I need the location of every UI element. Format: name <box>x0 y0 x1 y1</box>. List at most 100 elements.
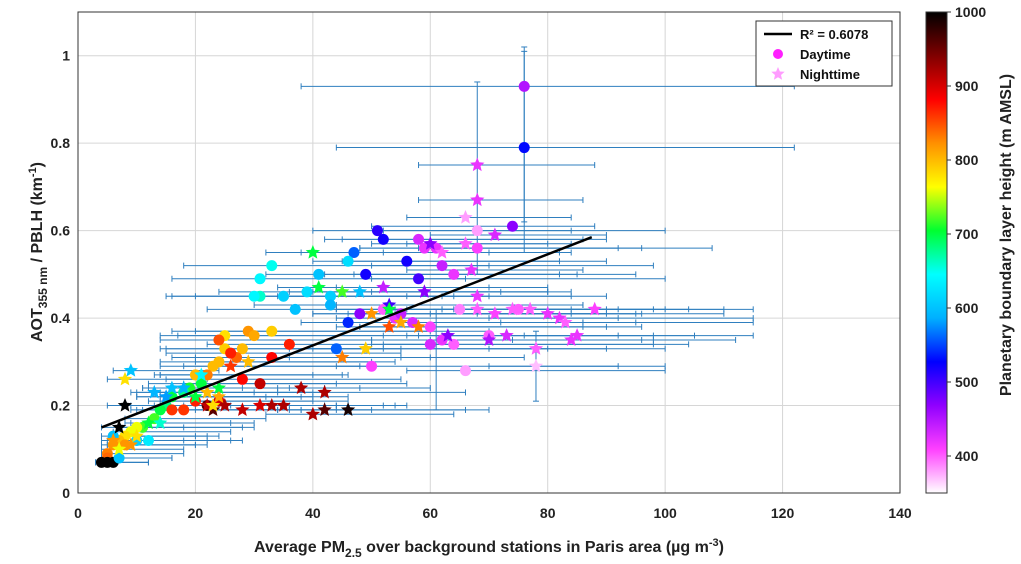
nighttime-point <box>335 284 350 298</box>
nighttime-point <box>317 402 332 416</box>
nighttime-point <box>564 332 579 346</box>
nighttime-point <box>205 402 221 416</box>
daytime-point <box>324 299 336 311</box>
nighttime-point <box>376 280 391 294</box>
nighttime-point <box>129 428 144 443</box>
y-axis-ticks: 0 0.2 0.4 0.6 0.8 1 <box>51 48 71 501</box>
nighttime-point <box>106 433 121 447</box>
nighttime-point <box>235 402 250 416</box>
colorbar-gradient <box>925 11 948 494</box>
nighttime-point <box>241 354 256 368</box>
nighttime-point <box>305 406 320 421</box>
regression-line <box>101 236 593 429</box>
nighttime-point <box>335 349 350 364</box>
nighttime-point <box>470 301 485 316</box>
nighttime-point <box>464 262 479 277</box>
daytime-point <box>354 308 366 320</box>
colorbar-tick-label: 400 <box>955 448 979 464</box>
x-tick-label: 0 <box>74 505 82 521</box>
nighttime-point <box>569 328 585 342</box>
colorbar-ticks: 400 500 600 700 800 900 1000 <box>947 4 986 464</box>
daytime-point <box>225 347 237 359</box>
plot-frame <box>77 11 901 494</box>
daytime-point <box>213 334 225 346</box>
daytime-point <box>236 373 248 385</box>
colorbar-tick-label: 700 <box>955 226 979 242</box>
nighttime-point <box>434 245 450 259</box>
daytime-point <box>342 316 354 328</box>
daytime-point <box>154 404 166 416</box>
daytime-point <box>424 338 436 350</box>
daytime-point <box>366 360 378 372</box>
nighttime-point <box>382 319 397 333</box>
daytime-point <box>518 142 530 154</box>
nighttime-point <box>411 319 426 333</box>
nighttime-point <box>417 284 432 298</box>
colorbar-tick-label: 1000 <box>955 4 986 20</box>
legend: R² = 0.6078 Daytime Nighttime <box>755 20 893 87</box>
nighttime-point <box>276 398 291 412</box>
nighttime-point <box>352 284 367 298</box>
nighttime-point <box>393 315 409 329</box>
nighttime-point <box>117 371 133 386</box>
daytime-point <box>324 290 336 302</box>
nighttime-point <box>164 380 180 395</box>
nighttime-point <box>194 367 209 381</box>
nighttime-point <box>540 306 555 320</box>
nighttime-point <box>147 384 162 399</box>
nighttime-point <box>470 192 485 207</box>
nighttime-point <box>458 236 473 250</box>
daytime-point <box>266 260 278 272</box>
nighttime-point <box>558 315 573 329</box>
nighttime-point <box>112 419 127 434</box>
y-tick-label: 0.6 <box>51 223 71 239</box>
nighttime-point <box>305 245 320 259</box>
daytime-point <box>278 290 289 302</box>
nighttime-point <box>487 306 502 320</box>
x-tick-label: 120 <box>771 505 795 521</box>
daytime-point <box>377 233 389 245</box>
nighttime-point <box>117 398 133 412</box>
nighttime-point <box>470 288 485 303</box>
nighttime-point <box>153 415 168 430</box>
x-axis-label: Average PM2.5 over background stations i… <box>254 537 724 560</box>
daytime-point <box>436 260 448 272</box>
daytime-point <box>506 220 518 232</box>
x-tick-label: 20 <box>188 505 204 521</box>
daytime-point <box>113 452 125 464</box>
nighttime-point <box>200 384 215 399</box>
nighttime-point <box>528 341 544 355</box>
colorbar-tick-label: 900 <box>955 78 979 94</box>
nighttime-point <box>311 280 326 294</box>
y-tick-label: 0.8 <box>51 135 71 151</box>
x-tick-label: 60 <box>422 505 438 521</box>
nighttime-point <box>158 389 174 403</box>
nighttime-point <box>481 332 497 346</box>
daytime-point <box>401 255 413 267</box>
x-tick-label: 40 <box>305 505 321 521</box>
colorbar-tick-label: 600 <box>955 300 979 316</box>
colorbar-tick-label: 500 <box>955 374 979 390</box>
nighttime-point <box>123 437 138 451</box>
y-tick-label: 0.4 <box>51 310 71 326</box>
legend-fit-label: R² = 0.6078 <box>800 27 868 42</box>
colorbar: 400 500 600 700 800 900 1000 Planetary boundar… <box>925 4 1015 494</box>
daytime-point <box>283 338 295 350</box>
daytime-point <box>207 360 219 372</box>
nighttime-point <box>364 306 379 320</box>
x-axis-ticks: 0 20 40 60 80 100 120 140 <box>74 505 912 521</box>
y-tick-label: 0.2 <box>51 398 71 414</box>
nighttime-point <box>176 380 191 395</box>
daytime-point <box>254 273 266 285</box>
nighttime-point <box>358 341 373 355</box>
nighttime-point <box>341 402 356 416</box>
nighttime-point <box>205 398 221 412</box>
nighttime-point <box>505 301 520 316</box>
nighttime-point <box>423 236 438 250</box>
nighttime-point <box>499 328 514 342</box>
nighttime-point <box>211 389 226 403</box>
daytime-point <box>142 435 154 447</box>
daytime-point <box>166 404 178 416</box>
daytime-point <box>254 378 266 390</box>
x-tick-label: 100 <box>653 505 677 521</box>
